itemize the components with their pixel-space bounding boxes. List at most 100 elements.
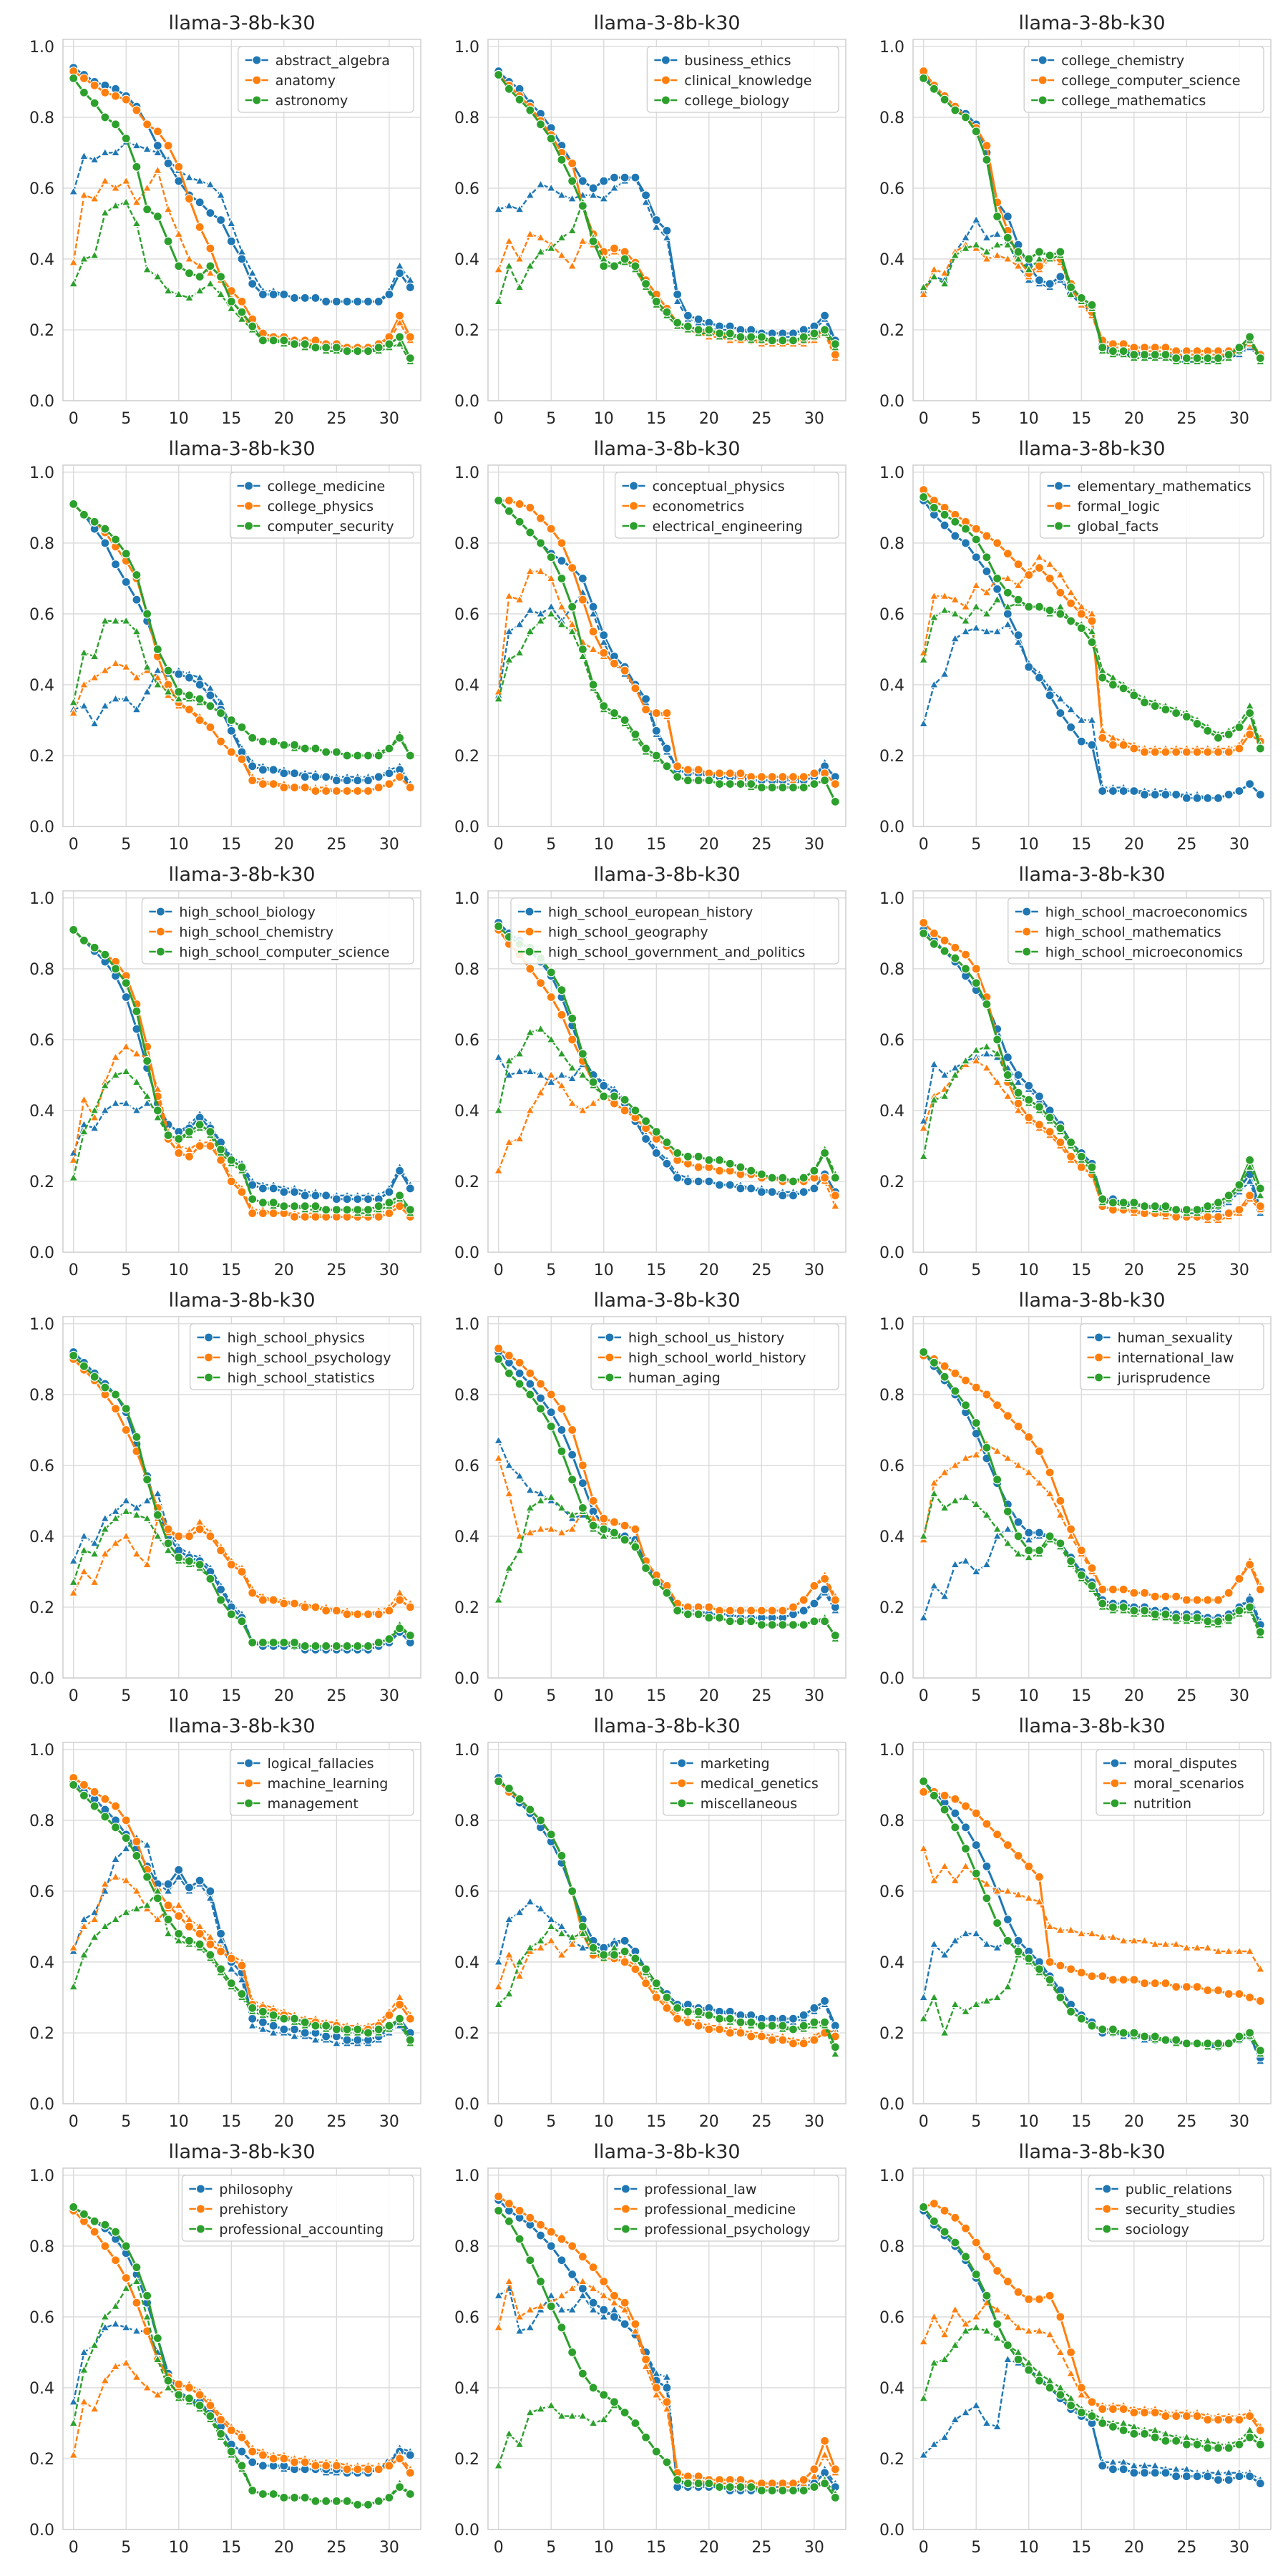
series-college_biology [493,69,841,351]
triangle-marker [1002,619,1013,628]
circle-marker [1098,673,1108,683]
y-tick-label: 1.0 [29,464,54,482]
circle-marker [588,627,598,637]
triangle-marker [514,648,525,657]
circle-marker [819,1616,830,1626]
x-tick-label: 15 [1071,836,1091,854]
circle-marker [1034,1546,1045,1556]
legend-marker [244,1758,254,1768]
circle-marker [152,1510,162,1520]
circle-marker [971,1808,981,1818]
circle-marker [1139,2429,1150,2439]
circle-marker [950,2238,960,2248]
circle-marker [736,1616,746,1626]
legend: high_school_biologyhigh_school_chemistry… [141,897,414,965]
circle-marker [1255,2046,1265,2056]
x-tick-label: 0 [919,1687,929,1705]
circle-marker [237,1566,247,1577]
circle-marker [746,2482,756,2492]
y-tick-label: 0.4 [879,1954,904,1972]
triangle-marker [142,144,152,153]
circle-marker [394,2482,405,2492]
y-tick-label: 0.2 [879,2025,904,2043]
series-high_school_mathematics [918,917,1266,1224]
legend-marker [244,1778,254,1788]
circle-marker [940,520,950,530]
triangle-marker [142,182,152,192]
triangle-marker [121,175,131,185]
legend-label: high_school_chemistry [179,924,333,940]
legend-marker [244,501,254,511]
circle-marker [353,346,363,356]
triangle-marker [1244,1176,1255,1185]
circle-marker [950,1808,960,1818]
triangle-marker [557,1080,567,1090]
circle-marker [384,1198,394,1208]
circle-marker [1203,2039,1213,2049]
circle-marker [567,1425,577,1435]
circle-marker [1002,1506,1013,1516]
circle-marker [736,332,746,342]
circle-marker [557,2323,567,2333]
triangle-marker [184,293,195,302]
legend-marker [628,501,639,511]
circle-marker [1098,1584,1108,1594]
triangle-marker [394,317,405,326]
circle-marker [725,769,735,779]
legend-label: international_law [1118,1350,1234,1366]
circle-marker [100,2241,110,2251]
circle-marker [1002,2340,1013,2351]
triangle-marker [992,239,1002,248]
triangle-marker [567,1510,577,1519]
circle-marker [1045,1127,1055,1137]
triangle-marker [599,193,609,203]
triangle-marker [142,1098,152,1107]
x-tick-label: 30 [1229,1262,1249,1279]
circle-marker [300,1201,310,1211]
circle-marker [342,346,352,356]
circle-marker [1181,2439,1191,2449]
circle-marker [1024,1528,1034,1538]
y-tick-label: 0.0 [29,393,54,411]
circle-marker [374,772,384,782]
triangle-marker [152,165,163,174]
circle-marker [630,172,640,182]
series-high_school_statistics [68,1350,416,1652]
y-tick-label: 0.2 [29,1599,54,1617]
legend: college_medicinecollege_physicscomputer_… [229,472,414,539]
y-tick-label: 0.6 [454,1458,479,1475]
circle-marker [1118,2404,1128,2414]
circle-marker [673,2475,683,2485]
circle-marker [110,1404,121,1414]
circle-marker [736,779,746,789]
circle-marker [1234,722,1244,732]
circle-marker [809,1184,819,1194]
circle-marker [504,506,514,516]
circle-marker [205,2411,215,2421]
circle-marker [215,708,226,718]
circle-marker [620,172,630,182]
circle-marker [809,2464,819,2474]
circle-marker [268,2454,278,2464]
circle-marker [279,740,289,750]
circle-marker [279,782,289,793]
circle-marker [599,2305,609,2315]
triangle-marker [89,651,99,660]
triangle-marker [110,693,121,703]
triangle-marker [89,1538,99,1547]
circle-marker [1076,1968,1086,1978]
circle-marker [226,747,236,757]
circle-marker [215,1964,226,1974]
circle-marker [525,1368,535,1378]
circle-marker [205,1127,215,1137]
x-tick-label: 5 [971,836,981,854]
x-tick-label: 10 [594,2539,614,2557]
y-tick-label: 0.6 [29,1458,54,1475]
y-tick-label: 0.4 [454,1103,479,1121]
triangle-marker [79,151,89,160]
x-tick-label: 5 [971,2539,981,2557]
circle-marker [215,1928,226,1938]
circle-marker [121,549,131,559]
circle-marker [1013,1531,1023,1541]
